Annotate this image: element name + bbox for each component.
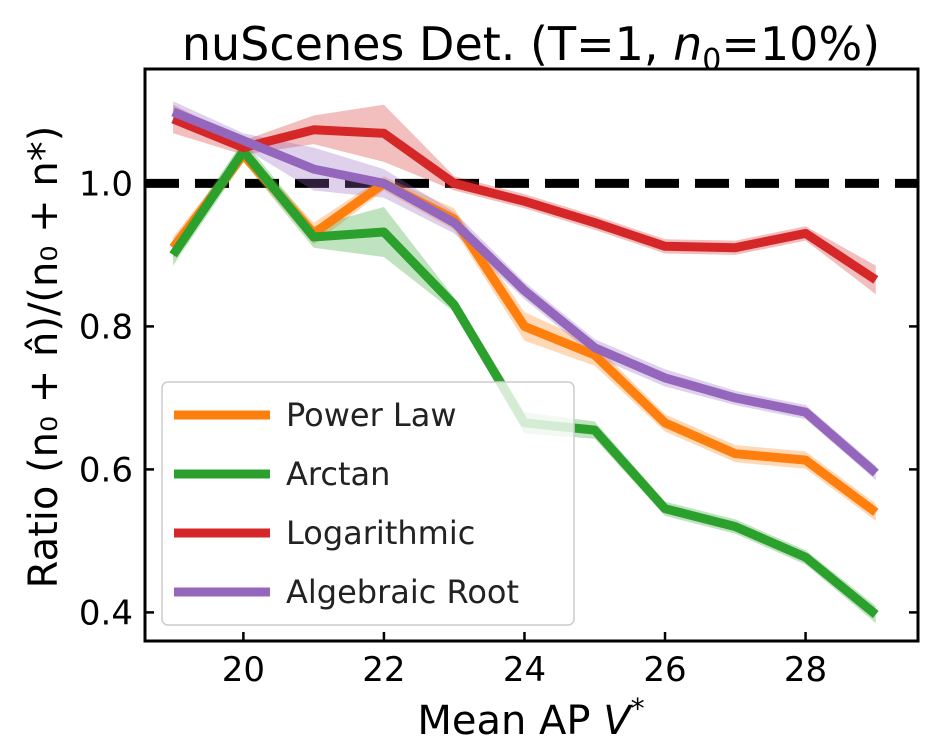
legend-label-1: Arctan xyxy=(286,455,390,493)
x-axis-label-main: Mean AP xyxy=(417,698,603,744)
x-tick-label: 22 xyxy=(362,650,405,690)
confidence-band-0 xyxy=(173,147,876,521)
y-axis-label: Ratio (n₀ + n̂)/(n₀ + n*) xyxy=(21,126,67,589)
legend-box xyxy=(161,381,575,626)
y-tick-label: 0.6 xyxy=(79,450,133,490)
legend-label-0: Power Law xyxy=(286,396,457,434)
y-tick-label: 1.0 xyxy=(79,164,133,204)
title-subscript: 0 xyxy=(702,43,721,78)
plot-frame xyxy=(143,67,920,643)
x-axis-label: Mean AP V* xyxy=(417,692,644,744)
legend-label-2: Logarithmic xyxy=(286,514,475,552)
x-tick-label: 28 xyxy=(784,650,827,690)
x-axis-label-variable: V xyxy=(603,698,633,744)
x-tick-label: 24 xyxy=(503,650,546,690)
title-variable: n xyxy=(673,17,702,71)
series-line-3 xyxy=(171,107,879,477)
y-tick-label: 0.8 xyxy=(79,307,133,347)
x-axis-label-superscript: * xyxy=(631,692,645,725)
axis-ticks: 20 22 24 26 28 0.4 0.6 0.8 1.0 xyxy=(79,164,918,690)
series-line-2 xyxy=(171,114,879,284)
title-tail: =10%) xyxy=(721,17,880,71)
legend-label-3: Algebraic Root xyxy=(286,573,519,611)
x-tick-label: 20 xyxy=(222,650,265,690)
plot-area xyxy=(145,101,918,624)
y-tick-label: 0.4 xyxy=(79,593,133,633)
chart-title: nuScenes Det. (T=1, n0=10%) xyxy=(182,17,880,78)
legend: Power Law Arctan Logarithmic Algebraic Root xyxy=(161,381,575,626)
title-main: nuScenes Det. (T=1, xyxy=(182,17,673,71)
x-tick-label: 26 xyxy=(643,650,686,690)
